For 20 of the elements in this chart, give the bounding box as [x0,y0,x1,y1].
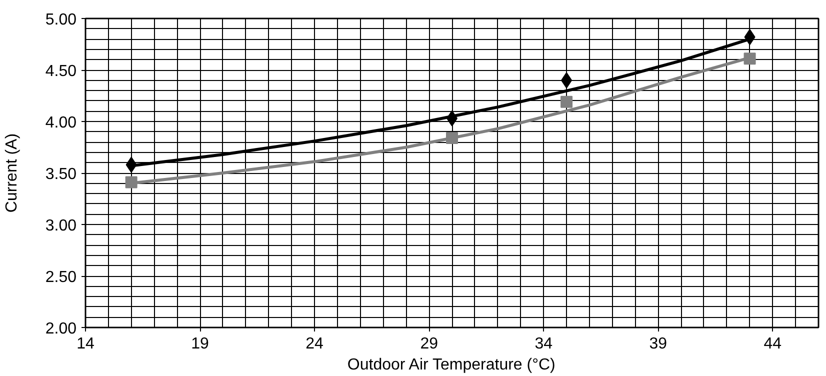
y-tick-label: 4.50 [45,63,77,80]
y-tick-label: 5.00 [45,12,77,28]
y-tick-label: 3.00 [45,218,77,234]
y-tick-label: 4.00 [45,114,77,132]
y-tick-label: 2.50 [45,269,77,286]
y-tick-label: 2.00 [45,320,77,338]
x-tick-label: 34 [534,336,553,352]
x-tick-label: 39 [649,336,668,352]
point [744,52,756,65]
point [125,176,138,188]
x-tick-label: 29 [420,336,438,352]
x-tick-label: 14 [76,336,94,352]
x-axis-title: Outdoor Air Temperature (°C) [347,356,556,374]
x-tick-label: 19 [191,336,210,352]
point [446,132,458,144]
y-axis-title: Current (A) [3,133,20,213]
y-tick-label: 3.50 [45,166,77,183]
x-tick-label: 44 [764,336,782,352]
x-tick-label: 24 [306,336,324,352]
point [560,96,573,108]
